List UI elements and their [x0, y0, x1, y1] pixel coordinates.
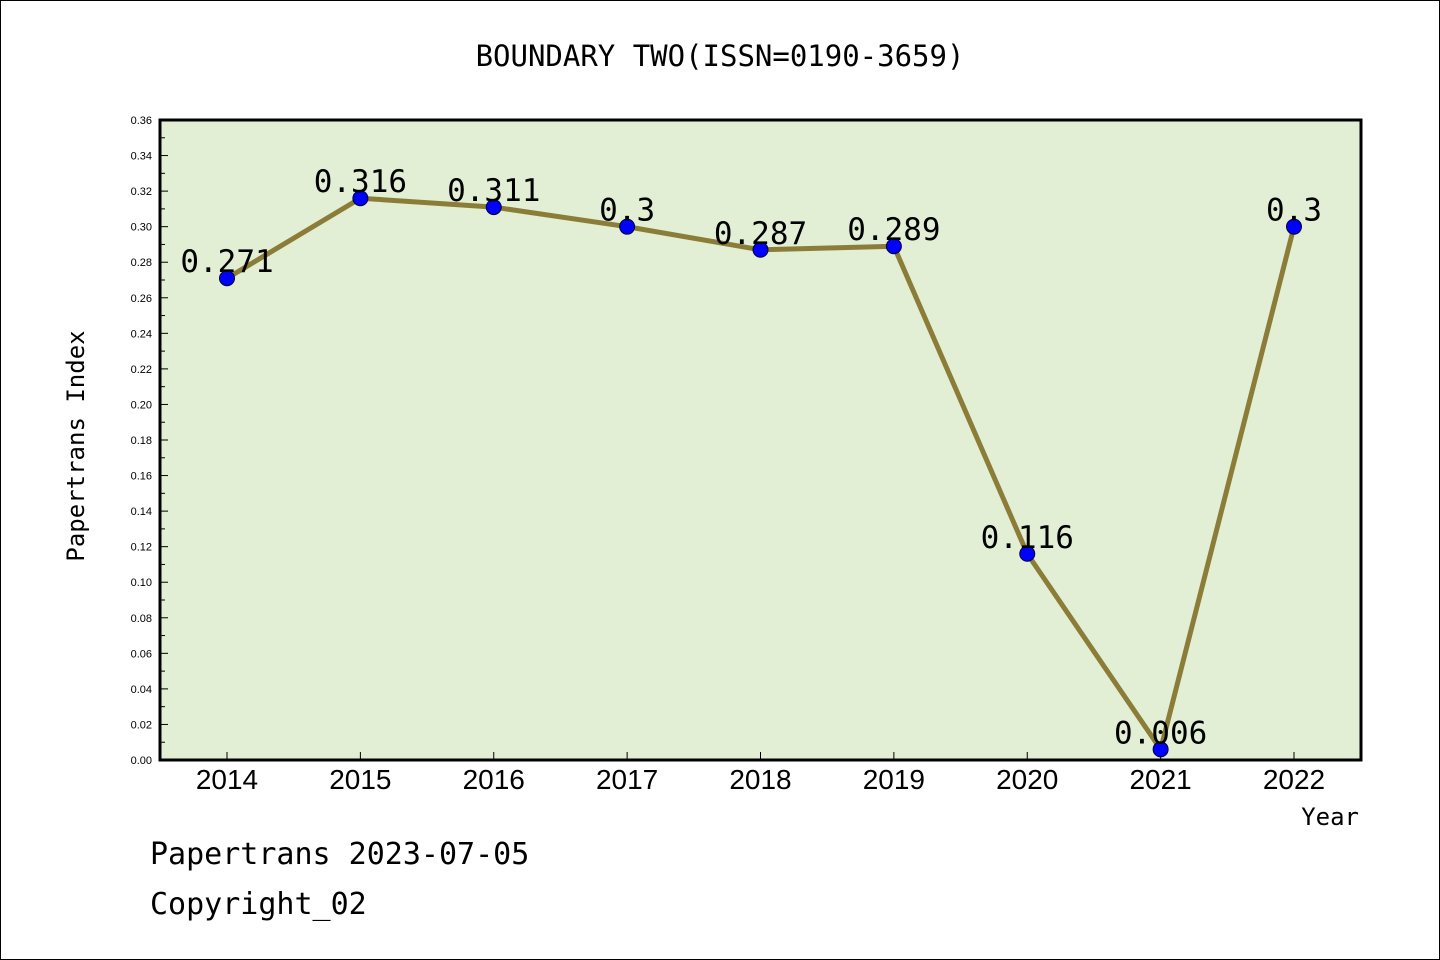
data-point: [619, 218, 636, 235]
y-tick-label: 0.04: [131, 684, 152, 696]
data-label: 0.006: [1114, 715, 1207, 751]
y-tick-label: 0.10: [131, 577, 152, 589]
y-tick-label: 0.18: [131, 435, 152, 447]
data-point: [752, 241, 769, 258]
chart-title: BOUNDARY TWO(ISSN=0190-3659): [476, 39, 965, 73]
data-point: [352, 190, 369, 207]
y-tick-label: 0.14: [131, 506, 152, 518]
x-tick-label: 2016: [463, 764, 525, 795]
y-axis-label: Papertrans Index: [62, 330, 90, 561]
y-tick-label: 0.22: [131, 364, 152, 376]
data-point: [1152, 741, 1169, 758]
y-tick-label: 0.34: [131, 151, 152, 163]
data-point: [1019, 545, 1036, 562]
data-label: 0.271: [180, 244, 273, 280]
y-tick-label: 0.20: [131, 399, 152, 411]
y-tick-label: 0.16: [131, 471, 152, 483]
x-tick-label: 2019: [863, 764, 925, 795]
data-label: 0.116: [981, 520, 1074, 556]
y-tick-label: 0.08: [131, 613, 152, 625]
x-axis-label: Year: [1301, 803, 1359, 831]
y-axis: 0.00 0.02 0.04 0.06 0.08 0.10 0.12 0.14 0.16 0.18…: [131, 115, 168, 767]
y-tick-label: 0.24: [131, 328, 152, 340]
y-tick-label: 0.36: [131, 115, 152, 127]
data-label: 0.311: [447, 173, 540, 209]
x-tick-label: 2015: [329, 764, 391, 795]
data-label: 0.3: [1266, 193, 1322, 229]
data-point: [219, 270, 235, 287]
data-label: 0.289: [847, 212, 940, 248]
x-tick-label: 2018: [729, 764, 791, 795]
y-tick-label: 0.12: [131, 542, 152, 554]
y-tick-label: 0.28: [131, 257, 152, 269]
x-tick-label: 2022: [1263, 764, 1325, 795]
data-point: [485, 199, 502, 216]
x-tick-label: 2017: [596, 764, 658, 795]
data-label: 0.3: [599, 193, 655, 229]
data-point: [1286, 218, 1302, 235]
x-tick-label: 2014: [196, 764, 258, 795]
x-tick-label: 2020: [996, 764, 1058, 795]
y-tick-label: 0.06: [131, 648, 152, 660]
x-tick-label: 2021: [1129, 764, 1191, 795]
y-tick-label: 0.26: [131, 293, 152, 305]
data-point: [885, 238, 902, 255]
series-group: 0.271 0.316 0.311 0.3 0.287 0.289 0.116 0.006 0.…: [180, 164, 1322, 758]
y-tick-label: 0.30: [131, 222, 152, 234]
footer-date: Papertrans 2023-07-05: [150, 837, 529, 872]
y-tick-label: 0.02: [131, 719, 152, 731]
plot-area: [158, 118, 1363, 762]
y-tick-label: 0.32: [131, 186, 152, 198]
x-axis: 2014 2015 2016 2017 2018 2019 2020 2021 2022: [196, 752, 1325, 795]
data-label: 0.316: [314, 164, 407, 200]
footer-copyright: Copyright_02: [150, 887, 367, 922]
data-label: 0.287: [714, 216, 807, 252]
y-tick-label: 0.00: [131, 755, 152, 767]
